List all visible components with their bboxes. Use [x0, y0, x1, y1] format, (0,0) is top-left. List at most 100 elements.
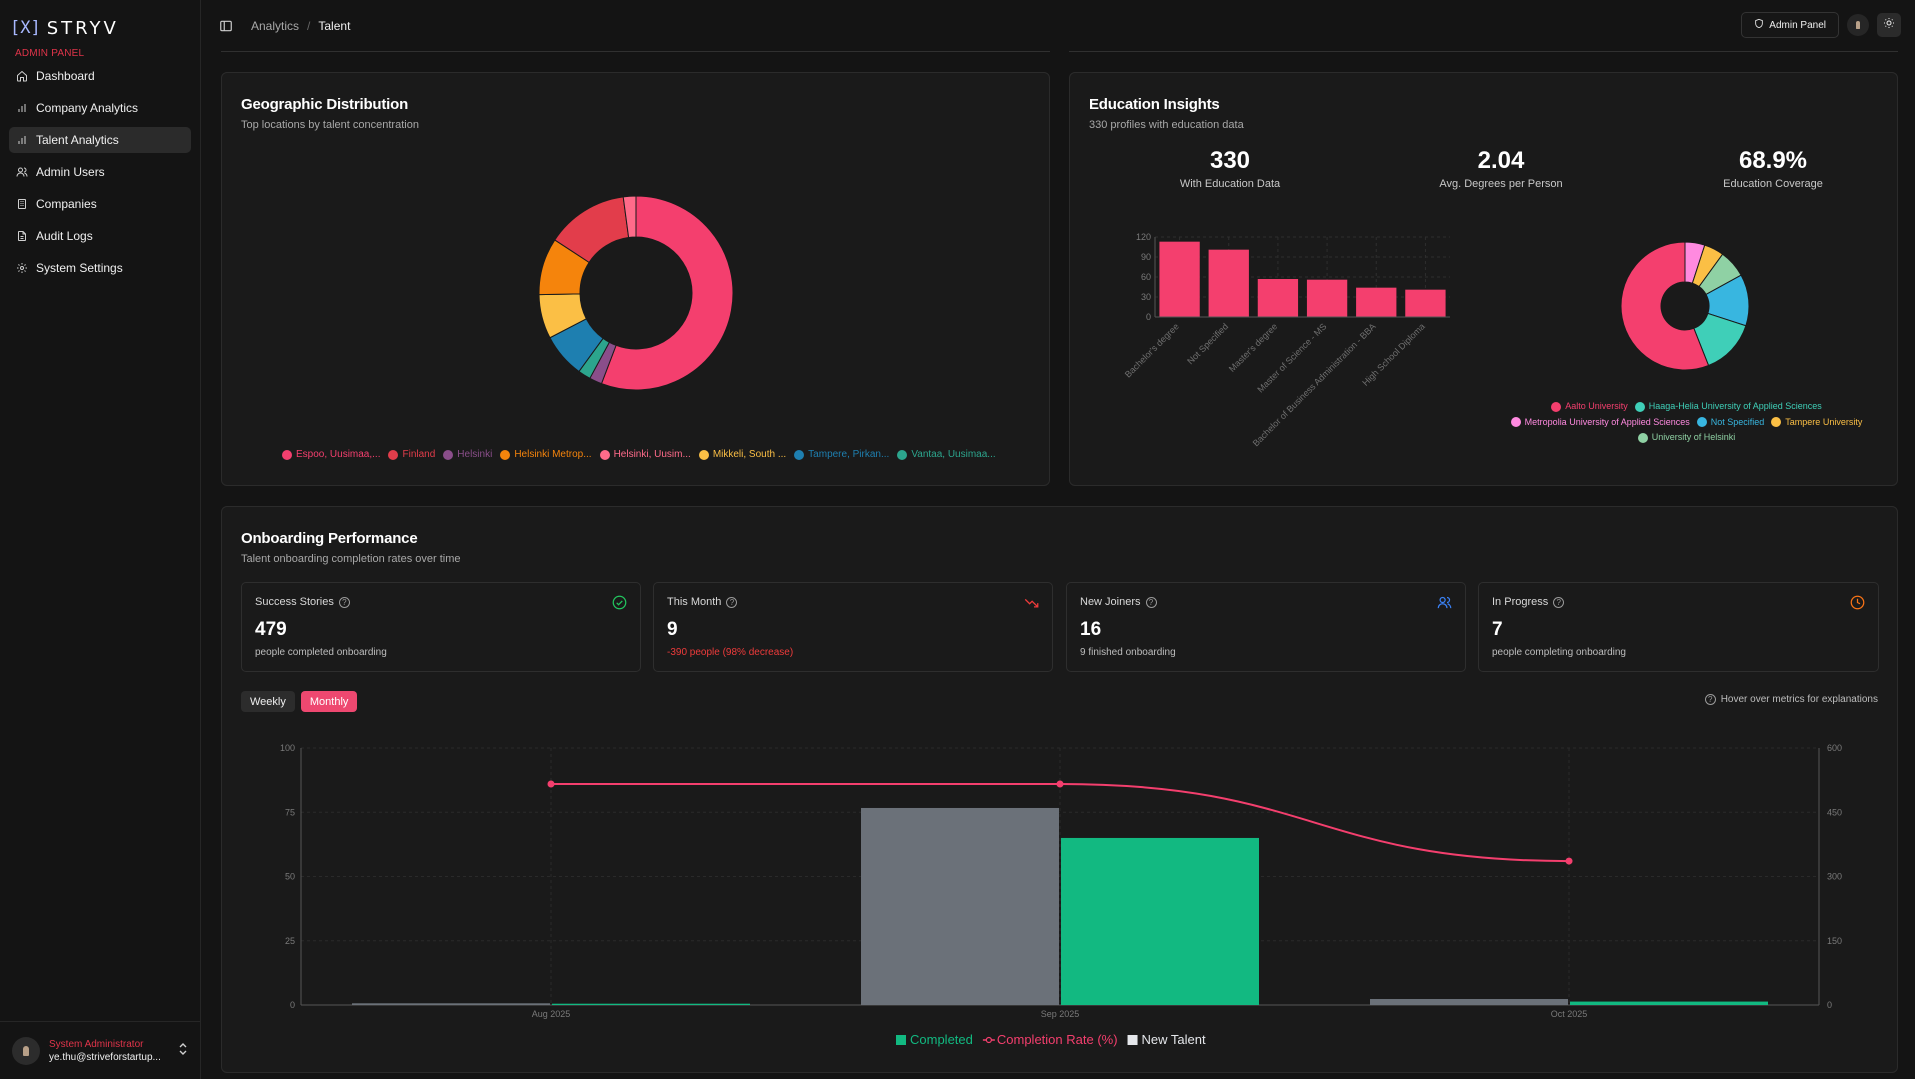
y-left-tick-label: 0	[290, 1000, 295, 1010]
bar[interactable]	[1257, 279, 1299, 317]
legend-item[interactable]: Completed	[896, 1032, 973, 1047]
bar[interactable]	[1208, 249, 1249, 317]
completion-rate-point[interactable]	[1056, 780, 1064, 788]
legend-item[interactable]: University of Helsinki	[1637, 431, 1736, 444]
metric-success-stories[interactable]: Success Stories? 479 people completed on…	[241, 582, 641, 672]
logo-mark: [X]	[10, 18, 41, 38]
help-icon[interactable]: ?	[726, 596, 738, 608]
y-right-tick-label: 300	[1827, 872, 1842, 882]
bar-new-talent[interactable]	[1370, 999, 1568, 1005]
help-icon[interactable]: ?	[338, 596, 350, 608]
bar-completed[interactable]	[1570, 1001, 1768, 1005]
legend-item[interactable]: Metropolia University of Applied Science…	[1510, 416, 1690, 429]
legend-item[interactable]: New Talent	[1127, 1032, 1206, 1047]
y-tick-label: 60	[1141, 272, 1151, 282]
onboarding-performance-card: Onboarding Performance Talent onboarding…	[221, 506, 1898, 1073]
donut-slice[interactable]	[600, 195, 734, 391]
onboarding-legend: Completed Completion Rate (%) New Talent	[896, 1032, 1206, 1047]
legend-swatch	[443, 449, 454, 460]
legend-item[interactable]: Helsinki	[443, 449, 492, 460]
sidebar-item-label: System Settings	[36, 261, 123, 275]
help-icon[interactable]: ?	[1145, 596, 1157, 608]
bar[interactable]	[1405, 289, 1446, 317]
legend-label: Haaga-Helia University of Applied Scienc…	[1648, 401, 1822, 411]
legend-label: Completed	[910, 1032, 973, 1047]
stat-avg-degrees: 2.04 Avg. Degrees per Person	[1439, 147, 1563, 190]
bar-chart-icon	[16, 102, 28, 114]
donut-slice[interactable]	[1620, 241, 1710, 371]
legend-swatch	[1637, 432, 1648, 443]
admin-panel-button[interactable]: Admin Panel	[1741, 12, 1839, 38]
legend-item[interactable]: Helsinki, Uusim...	[599, 449, 691, 460]
theme-toggle-button[interactable]	[1877, 13, 1901, 37]
legend-swatch	[1510, 417, 1521, 427]
y-tick-label: 90	[1141, 252, 1151, 262]
completion-rate-point[interactable]	[1565, 857, 1573, 865]
x-tick-label: Sep 2025	[1041, 1009, 1080, 1019]
metric-this-month[interactable]: This Month? 9 -390 people (98% decrease)	[653, 582, 1053, 672]
card-subtitle: 330 profiles with education data	[1089, 119, 1244, 131]
education-legend: Aalto University Haaga-Helia University o…	[1490, 400, 1890, 447]
legend-item[interactable]: Finland	[388, 449, 435, 460]
y-tick-label: 0	[1146, 312, 1151, 322]
bar[interactable]	[1306, 279, 1348, 317]
geographic-distribution-card: Geographic Distribution Top locations by…	[221, 72, 1050, 486]
hover-note: ? Hover over metrics for explanations	[1704, 694, 1878, 705]
trending-down-icon	[1024, 598, 1039, 608]
breadcrumb: Analytics / Talent	[251, 19, 350, 33]
breadcrumb-separator: /	[307, 19, 311, 33]
legend-item[interactable]: Tampere University	[1771, 416, 1862, 429]
sidebar-toggle-icon[interactable]	[219, 19, 233, 33]
legend-item[interactable]: Tampere, Pirkan...	[794, 449, 889, 460]
legend-item[interactable]: Vantaa, Uusimaa...	[897, 449, 996, 460]
sidebar-item-dashboard[interactable]: Dashboard	[9, 63, 191, 89]
home-icon	[16, 70, 28, 82]
admin-panel-label: Admin Panel	[1769, 19, 1826, 31]
period-tabs: Weekly Monthly	[241, 691, 358, 712]
bar-new-talent[interactable]	[861, 807, 1059, 1005]
sidebar-item-audit-logs[interactable]: Audit Logs	[9, 223, 191, 249]
metric-new-joiners[interactable]: New Joiners? 16 9 finished onboarding	[1066, 582, 1466, 672]
legend-label: University of Helsinki	[1651, 432, 1736, 442]
legend-item[interactable]: Aalto University	[1551, 400, 1628, 413]
legend-item[interactable]: Completion Rate (%)	[982, 1032, 1118, 1047]
brand-logo[interactable]: [X] STRYV	[0, 0, 200, 44]
bar-new-talent[interactable]	[352, 1003, 550, 1005]
sidebar-item-label: Audit Logs	[36, 229, 93, 243]
legend-swatch	[1771, 417, 1782, 427]
shield-icon	[1754, 18, 1764, 32]
sidebar-item-admin-users[interactable]: Admin Users	[9, 159, 191, 185]
completion-rate-point[interactable]	[547, 780, 555, 788]
legend-item[interactable]: Helsinki Metrop...	[500, 449, 592, 460]
card-subtitle: Top locations by talent concentration	[241, 119, 419, 131]
legend-item[interactable]: Haaga-Helia University of Applied Scienc…	[1634, 400, 1822, 413]
donut-slice[interactable]	[622, 195, 637, 239]
breadcrumb-analytics[interactable]: Analytics	[251, 19, 300, 33]
user-menu[interactable]: System Administrator ye.thu@striveforsta…	[0, 1021, 200, 1079]
user-avatar-button[interactable]	[1847, 14, 1869, 36]
user-email: ye.thu@striveforstartup...	[49, 1051, 161, 1063]
tab-weekly[interactable]: Weekly	[241, 691, 295, 712]
sidebar-item-talent-analytics[interactable]: Talent Analytics	[9, 127, 191, 153]
legend-item[interactable]: Mikkeli, South ...	[698, 449, 786, 460]
geo-donut-chart	[538, 195, 734, 391]
help-icon[interactable]: ?	[1553, 596, 1565, 608]
bar-completed[interactable]	[552, 1003, 750, 1005]
bar[interactable]	[1159, 241, 1200, 317]
legend-swatch	[1127, 1035, 1138, 1045]
education-insights-card: Education Insights 330 profiles with edu…	[1069, 72, 1898, 486]
tab-monthly[interactable]: Monthly	[300, 691, 358, 712]
sidebar-item-system-settings[interactable]: System Settings	[9, 255, 191, 281]
sidebar-item-company-analytics[interactable]: Company Analytics	[9, 95, 191, 121]
previous-card-edges	[221, 51, 1898, 52]
bar[interactable]	[1356, 287, 1397, 317]
legend-item[interactable]: Not Specified	[1696, 416, 1764, 429]
legend-swatch	[599, 449, 610, 460]
sidebar-item-label: Admin Users	[36, 165, 105, 179]
legend-swatch	[698, 449, 709, 460]
bar-completed[interactable]	[1061, 837, 1259, 1005]
legend-item[interactable]: Espoo, Uusimaa,...	[282, 449, 380, 460]
gear-icon	[16, 262, 28, 274]
metric-in-progress[interactable]: In Progress? 7 people completing onboard…	[1478, 582, 1879, 672]
sidebar-item-companies[interactable]: Companies	[9, 191, 191, 217]
